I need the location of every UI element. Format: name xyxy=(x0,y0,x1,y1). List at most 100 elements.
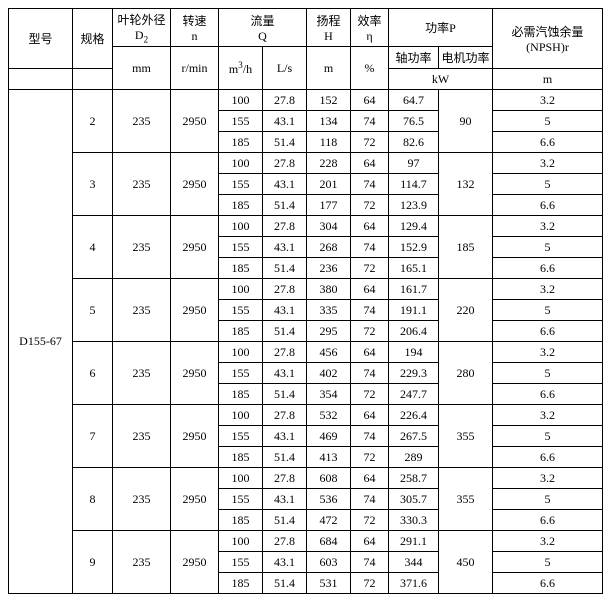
hdr-spec-blank xyxy=(73,69,113,90)
hdr-npsh: 必需汽蚀余量(NPSH)r xyxy=(493,9,603,69)
data-cell: 97 xyxy=(389,153,439,174)
data-cell: 268 xyxy=(307,237,351,258)
data-cell: 43.1 xyxy=(263,426,307,447)
data-cell: 51.4 xyxy=(263,258,307,279)
spec-cell: 9 xyxy=(73,531,113,594)
data-cell: 27.8 xyxy=(263,405,307,426)
data-cell: 155 xyxy=(219,426,263,447)
data-cell: 27.8 xyxy=(263,216,307,237)
data-cell: 64.7 xyxy=(389,90,439,111)
hdr-spec: 规格 xyxy=(73,9,113,69)
npsh-cell: 6.6 xyxy=(493,384,603,405)
pump-spec-table: 型号 规格 叶轮外径D2 转速n 流量Q 扬程H 效率η 功率P 必需汽蚀余量(… xyxy=(8,8,603,594)
npsh-cell: 5 xyxy=(493,489,603,510)
data-cell: 100 xyxy=(219,90,263,111)
data-cell: 27.8 xyxy=(263,279,307,300)
hdr-impeller: 叶轮外径D2 xyxy=(113,9,171,47)
motor-power-cell: 220 xyxy=(439,279,493,342)
motor-power-cell: 132 xyxy=(439,153,493,216)
table-row: 9235295010027.868464291.14503.2 xyxy=(9,531,603,552)
d2-cell: 235 xyxy=(113,468,171,531)
table-row: 8235295010027.860864258.73553.2 xyxy=(9,468,603,489)
d2-cell: 235 xyxy=(113,153,171,216)
data-cell: 27.8 xyxy=(263,468,307,489)
data-cell: 155 xyxy=(219,174,263,195)
data-cell: 185 xyxy=(219,447,263,468)
data-cell: 608 xyxy=(307,468,351,489)
data-cell: 532 xyxy=(307,405,351,426)
speed-cell: 2950 xyxy=(171,90,219,153)
data-cell: 155 xyxy=(219,111,263,132)
spec-cell: 6 xyxy=(73,342,113,405)
data-cell: 226.4 xyxy=(389,405,439,426)
data-cell: 100 xyxy=(219,153,263,174)
data-cell: 74 xyxy=(351,237,389,258)
npsh-cell: 5 xyxy=(493,111,603,132)
data-cell: 74 xyxy=(351,363,389,384)
data-cell: 43.1 xyxy=(263,363,307,384)
data-cell: 305.7 xyxy=(389,489,439,510)
data-cell: 229.3 xyxy=(389,363,439,384)
data-cell: 72 xyxy=(351,510,389,531)
d2-cell: 235 xyxy=(113,405,171,468)
d2-cell: 235 xyxy=(113,279,171,342)
data-cell: 118 xyxy=(307,132,351,153)
npsh-cell: 6.6 xyxy=(493,447,603,468)
npsh-cell: 3.2 xyxy=(493,279,603,300)
data-cell: 43.1 xyxy=(263,489,307,510)
data-cell: 185 xyxy=(219,510,263,531)
hdr-head: 扬程H xyxy=(307,9,351,47)
data-cell: 185 xyxy=(219,132,263,153)
data-cell: 123.9 xyxy=(389,195,439,216)
npsh-cell: 5 xyxy=(493,426,603,447)
data-cell: 155 xyxy=(219,237,263,258)
npsh-cell: 3.2 xyxy=(493,216,603,237)
spec-cell: 3 xyxy=(73,153,113,216)
data-cell: 134 xyxy=(307,111,351,132)
data-cell: 161.7 xyxy=(389,279,439,300)
data-cell: 72 xyxy=(351,132,389,153)
data-cell: 472 xyxy=(307,510,351,531)
unit-rmin: r/min xyxy=(171,47,219,90)
d2-cell: 235 xyxy=(113,216,171,279)
data-cell: 194 xyxy=(389,342,439,363)
data-cell: 177 xyxy=(307,195,351,216)
d2-cell: 235 xyxy=(113,342,171,405)
d2-cell: 235 xyxy=(113,531,171,594)
speed-cell: 2950 xyxy=(171,531,219,594)
model-cell: D155-67 xyxy=(9,90,73,594)
data-cell: 64 xyxy=(351,216,389,237)
speed-cell: 2950 xyxy=(171,216,219,279)
npsh-cell: 5 xyxy=(493,552,603,573)
data-cell: 402 xyxy=(307,363,351,384)
spec-cell: 5 xyxy=(73,279,113,342)
data-cell: 43.1 xyxy=(263,552,307,573)
data-cell: 155 xyxy=(219,489,263,510)
data-cell: 469 xyxy=(307,426,351,447)
hdr-shaft-power: 轴功率 xyxy=(389,47,439,69)
data-cell: 72 xyxy=(351,258,389,279)
data-cell: 76.5 xyxy=(389,111,439,132)
data-cell: 51.4 xyxy=(263,132,307,153)
data-cell: 82.6 xyxy=(389,132,439,153)
npsh-cell: 5 xyxy=(493,363,603,384)
hdr-power: 功率P xyxy=(389,9,493,47)
data-cell: 152.9 xyxy=(389,237,439,258)
table-row: 6235295010027.8456641942803.2 xyxy=(9,342,603,363)
data-cell: 51.4 xyxy=(263,510,307,531)
data-cell: 100 xyxy=(219,342,263,363)
data-cell: 330.3 xyxy=(389,510,439,531)
unit-m-head: m xyxy=(307,47,351,90)
data-cell: 295 xyxy=(307,321,351,342)
data-cell: 155 xyxy=(219,363,263,384)
spec-cell: 4 xyxy=(73,216,113,279)
data-cell: 247.7 xyxy=(389,384,439,405)
spec-cell: 7 xyxy=(73,405,113,468)
table-row: 4235295010027.830464129.41853.2 xyxy=(9,216,603,237)
data-cell: 335 xyxy=(307,300,351,321)
data-cell: 74 xyxy=(351,489,389,510)
npsh-cell: 6.6 xyxy=(493,195,603,216)
npsh-cell: 5 xyxy=(493,237,603,258)
data-cell: 51.4 xyxy=(263,384,307,405)
data-cell: 291.1 xyxy=(389,531,439,552)
